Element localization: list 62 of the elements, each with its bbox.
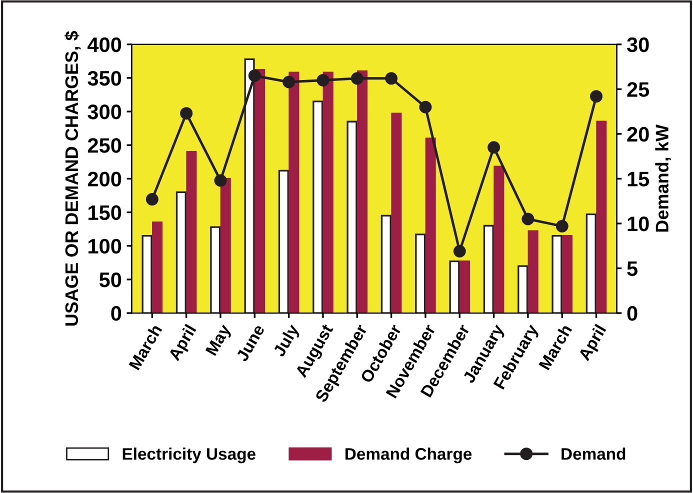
bar [356,70,368,314]
y2-tick-label: 25 [627,82,650,97]
y2-tick-label: 10 [628,216,649,232]
point [180,107,193,120]
bar [518,265,528,314]
bar [562,234,573,314]
bar [288,72,300,314]
y-tick-label: 50 [99,272,122,288]
y2-tick-label: 15 [628,172,650,186]
y-tick-label: 250 [88,138,122,153]
point [556,220,568,232]
point [350,72,364,85]
legend-label: Demand Charge [345,448,472,464]
bar [449,260,460,314]
bar [552,234,562,314]
bar [176,191,186,314]
y-axis-title: USAGE OR DEMAND CHARGES, $ [64,31,81,326]
bar [459,260,470,314]
bar [528,230,538,314]
bar [346,120,358,314]
bar [415,234,426,314]
y-tick-label: 350 [88,70,122,86]
bar [596,120,607,314]
point [522,212,534,226]
point [488,141,500,154]
y2-tick-label: 0 [627,306,638,321]
y-tick-label: 150 [88,205,122,220]
y2-tick-label: 30 [626,37,649,52]
bar [254,69,266,314]
point [146,193,158,206]
y-tick-label: 300 [88,104,122,120]
bar [391,112,402,314]
y2-tick-label: 5 [627,261,638,276]
bar [312,100,324,314]
bar [210,226,221,314]
y2-axis-title: Demand, kW [655,124,672,232]
point [453,245,466,258]
bar [142,234,152,314]
y-tick-label: 100 [88,238,122,254]
bar [322,72,334,314]
bar [586,213,596,314]
y-tick-label: 200 [88,172,122,186]
bar [425,138,436,314]
point [248,69,261,82]
legend-label: Electricity Usage [122,448,256,464]
bar [483,224,494,314]
legend-label: Demand [562,448,626,460]
point [419,100,432,114]
point [282,76,296,88]
point [385,72,398,85]
point [316,74,330,86]
bar [380,214,392,314]
y-tick-label: 400 [88,37,122,52]
point [590,90,603,103]
bar [494,166,504,314]
point [214,174,227,187]
bar [152,222,163,314]
y-tick-label: 0 [111,306,122,321]
bar [220,178,231,314]
bar [186,151,197,314]
bar [278,170,289,314]
y2-tick-label: 20 [627,126,649,142]
